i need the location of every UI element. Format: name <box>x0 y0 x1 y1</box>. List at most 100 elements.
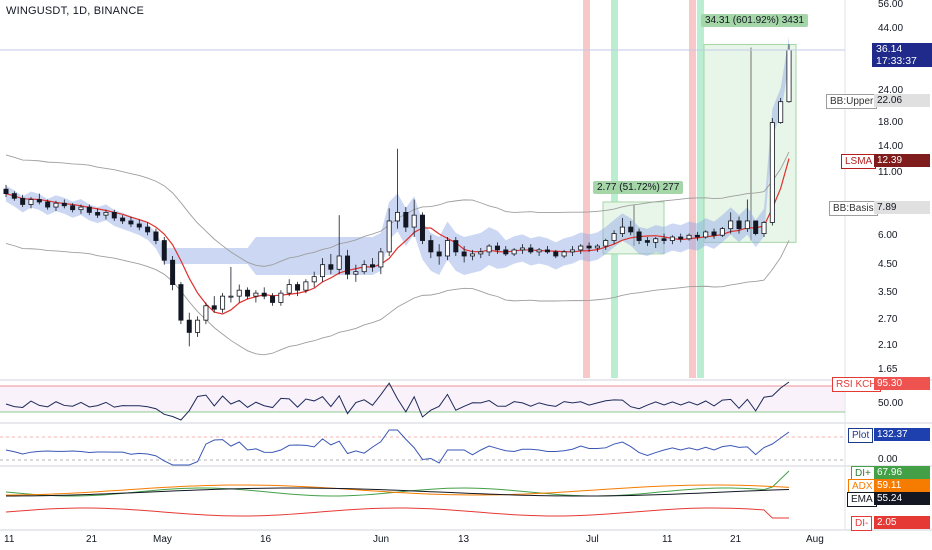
candle-body <box>544 249 550 253</box>
candle-body <box>161 240 167 261</box>
candle-body <box>778 101 784 123</box>
candle-body <box>111 211 117 219</box>
candle-body <box>761 222 767 234</box>
y-tick-1-65: 1.65 <box>878 364 898 375</box>
candle-body <box>228 295 234 298</box>
bb-upper-value: 22.06 <box>874 94 930 107</box>
candle-body <box>220 295 226 310</box>
candle-body <box>211 305 217 310</box>
candle-body <box>261 292 267 297</box>
candle-body <box>136 223 142 228</box>
candle-body <box>561 251 567 257</box>
candle-body <box>494 245 500 251</box>
candle-body <box>586 245 592 249</box>
x-tick-11a: 11 <box>4 534 15 545</box>
y-tick-44: 44.00 <box>878 23 904 34</box>
candle-body <box>36 199 42 203</box>
rsi-band <box>0 386 845 412</box>
candle-body <box>653 238 659 243</box>
candle-body <box>511 249 517 255</box>
adx-line <box>5 484 790 496</box>
candle-body <box>78 206 84 211</box>
signal-band-red-1 <box>583 0 590 378</box>
candle-body <box>461 251 467 257</box>
candle-body <box>536 249 542 253</box>
x-tick-jul: Jul <box>586 534 599 545</box>
diminus-value: 2.05 <box>874 516 930 529</box>
current-price-tag: 36.14 17:33:37 <box>872 43 932 67</box>
candle-body <box>245 289 251 297</box>
plot-label: Plot <box>848 428 874 443</box>
signal-band-green-2 <box>697 0 704 378</box>
candle-body <box>478 251 484 255</box>
candle-body <box>336 255 342 270</box>
candle-body <box>753 220 759 234</box>
candle-body <box>786 49 792 103</box>
candle-body <box>270 295 276 303</box>
candle-body <box>694 234 700 238</box>
lsma-line <box>5 158 790 315</box>
candle-body <box>236 289 242 297</box>
candle-body <box>578 245 584 251</box>
candle-body <box>28 199 34 205</box>
candle-body <box>345 255 351 275</box>
y-tick-18: 18.00 <box>878 117 904 128</box>
candle-body <box>528 247 534 253</box>
countdown: 17:33:37 <box>876 55 917 67</box>
bb-lower-line <box>5 240 790 356</box>
current-price-value: 36.14 <box>876 43 903 55</box>
candle-body <box>453 240 459 253</box>
candle-body <box>20 197 26 205</box>
x-tick-11b: 11 <box>662 534 673 545</box>
candle-body <box>328 264 334 270</box>
candle-body <box>736 220 742 230</box>
candle-body <box>436 251 442 257</box>
plot-level-tick: 0.00 <box>878 454 898 465</box>
candle-body <box>128 220 134 225</box>
candle-body <box>3 188 9 195</box>
lsma-value: 12.39 <box>874 154 930 167</box>
diplus-value: 67.96 <box>874 466 930 479</box>
candle-body <box>469 253 475 257</box>
x-tick-16: 16 <box>260 534 272 545</box>
y-tick-4-5: 4.50 <box>878 259 898 270</box>
x-tick-21a: 21 <box>86 534 98 545</box>
y-tick-6: 6.00 <box>878 230 898 241</box>
plot-value: 132.37 <box>874 428 930 441</box>
range-box-large <box>703 43 797 243</box>
signal-band-red-2 <box>689 0 696 378</box>
candle-body <box>686 234 692 240</box>
candle-body <box>403 211 409 228</box>
candle-body <box>203 305 209 321</box>
candle-body <box>186 319 192 333</box>
candle-body <box>636 231 642 241</box>
candle-body <box>311 276 317 283</box>
candle-body <box>70 205 76 211</box>
candle-body <box>195 319 201 333</box>
diminus-line <box>5 507 789 519</box>
candle-body <box>411 214 417 228</box>
candle-body <box>153 231 159 241</box>
ema-value: 55.24 <box>874 492 930 505</box>
chart-title: WINGUSDT, 1D, BINANCE <box>6 5 145 17</box>
range-box-small <box>602 201 665 255</box>
candle-body <box>61 202 67 207</box>
y-tick-3-5: 3.50 <box>878 287 898 298</box>
candle-body <box>444 240 450 257</box>
candle-body <box>744 220 750 230</box>
rsi-level-tick: 50.00 <box>878 398 904 409</box>
candle-body <box>769 122 775 223</box>
candle-body <box>711 231 717 236</box>
candle-body <box>703 231 709 238</box>
range-label-large: 34.31 (601.92%) 3431 <box>701 14 808 27</box>
candle-body <box>619 226 625 234</box>
candle-body <box>394 211 400 222</box>
candle-body <box>361 264 367 273</box>
bb-basis-value: 7.89 <box>874 201 930 214</box>
y-tick-2-1: 2.10 <box>878 340 898 351</box>
y-tick-56: 56.00 <box>878 0 904 10</box>
candle-body <box>253 292 259 297</box>
candle-body <box>370 264 376 268</box>
x-tick-21b: 21 <box>730 534 742 545</box>
